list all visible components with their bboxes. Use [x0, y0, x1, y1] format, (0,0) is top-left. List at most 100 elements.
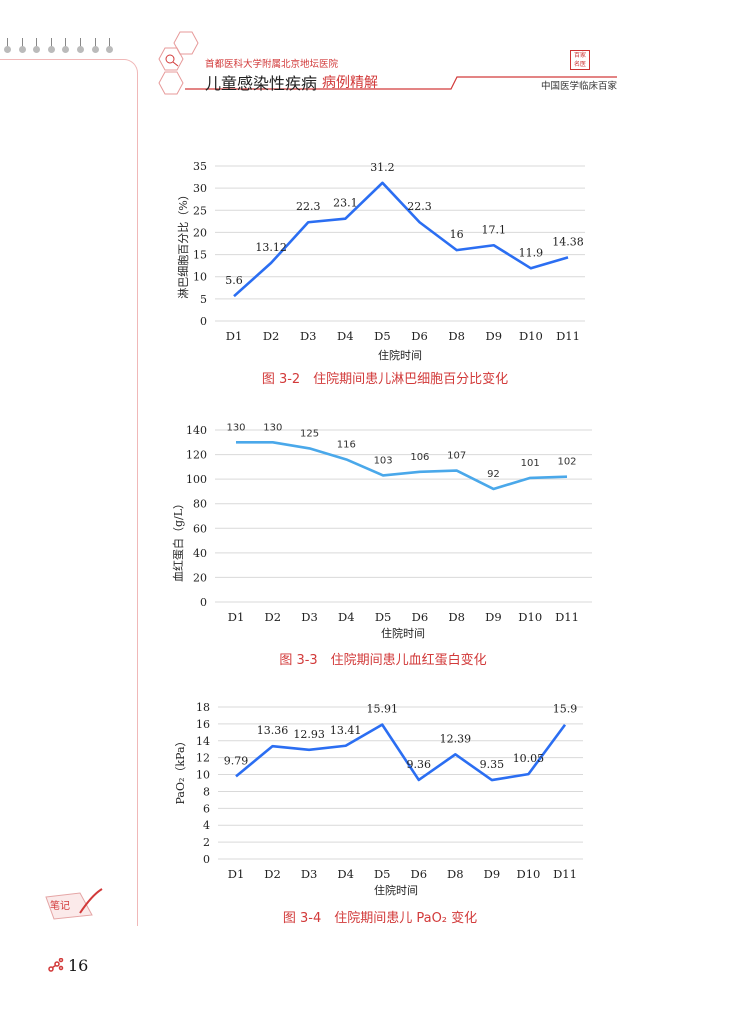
book-subtitle: 病例精解: [322, 75, 378, 91]
chart1-y-tick-label: 15: [193, 249, 207, 262]
series-name: 中国医学临床百家: [541, 81, 618, 92]
chart3-y-tick-label: 16: [196, 718, 210, 731]
chart2-x-tick-label: D1: [228, 610, 245, 624]
chart3-y-tick-label: 14: [196, 735, 210, 748]
chart2-data-label: 106: [410, 452, 429, 463]
chart3-y-tick-label: 2: [203, 836, 210, 849]
chart1-data-label: 23.1: [333, 197, 358, 210]
chart2-data-label: 130: [226, 422, 245, 433]
chart3-y-tick-label: 0: [203, 853, 210, 866]
chart3-series-line: [235, 723, 567, 782]
margin-frame: [0, 59, 138, 926]
chart3-x-tick-label: D4: [337, 867, 354, 881]
chart1-data-label: 14.38: [552, 235, 584, 248]
chart2-x-tick-label: D9: [485, 610, 502, 624]
chart2-y-tick-label: 140: [186, 424, 207, 437]
chart3-y-tick-label: 6: [203, 802, 210, 815]
chart3-data-label: 15.9: [553, 703, 578, 716]
chart2-y-tick-label: 100: [186, 473, 207, 486]
chart3-caption: 图 3-4 住院期间患儿 PaO₂ 变化: [282, 911, 478, 926]
chart3-data-label: 9.35: [480, 758, 505, 771]
chart3-x-tick-label: D6: [411, 867, 428, 881]
chart2-y-tick-label: 40: [193, 547, 207, 560]
chart1-x-tick-label: D9: [486, 329, 503, 343]
chart1-data-label: 5.6: [225, 274, 243, 287]
chart2-x-tick-label: D8: [448, 610, 465, 624]
page-number: 16: [68, 956, 89, 975]
chart3-y-tick-label: 12: [196, 752, 210, 765]
chart2-x-tick-label: D11: [555, 610, 579, 624]
molecule-icon: [48, 958, 64, 972]
chart1-x-tick-label: D5: [374, 329, 391, 343]
chart1-data-label: 11.9: [519, 246, 544, 259]
chart3-data-label: 13.36: [257, 724, 289, 737]
chart1-y-tick-label: 20: [193, 226, 207, 239]
chart2-y-tick-label: 20: [193, 571, 207, 584]
chart2-data-label: 92: [487, 469, 500, 480]
book-title: 儿童感染性疾病: [205, 74, 318, 93]
chart2-x-tick-label: D2: [265, 610, 282, 624]
chart1-data-label: 31.2: [370, 161, 395, 174]
chart2-data-label: 103: [374, 455, 393, 466]
chart3-data-label: 9.36: [407, 758, 432, 771]
chart3-y-axis-title: PaO₂（kPa）: [174, 735, 187, 805]
chart3-data-label: 15.91: [366, 703, 398, 716]
chart1-x-axis-title: 住院时间: [378, 349, 422, 362]
chart1-data-label: 22.3: [296, 200, 321, 213]
chart1-caption: 图 3-2 住院期间患儿淋巴细胞百分比变化: [261, 372, 509, 387]
notes-icon: [45, 888, 103, 920]
chart2-y-tick-label: 60: [193, 522, 207, 535]
chart3-x-axis-title: 住院时间: [374, 884, 418, 897]
chart2-y-tick-label: 120: [186, 449, 207, 462]
chart3-data-label: 9.79: [224, 754, 249, 767]
chart3-x-tick-label: D9: [484, 867, 501, 881]
chart1-y-tick-label: 10: [193, 271, 207, 284]
chart3-data-label: 13.41: [330, 724, 362, 737]
chart1-y-tick-label: 5: [200, 293, 207, 306]
chart2-data-label: 102: [557, 457, 576, 468]
hospital-name: 首都医科大学附属北京地坛医院: [205, 59, 339, 70]
chart1-x-tick-label: D3: [300, 329, 317, 343]
chart3-data-label: 12.39: [440, 732, 472, 745]
chart3-x-tick-label: D5: [374, 867, 391, 881]
chart3-y-tick-label: 4: [203, 819, 210, 832]
chart3-y-tick-label: 10: [196, 769, 210, 782]
chart1-x-tick-label: D6: [411, 329, 428, 343]
chart3-x-tick-label: D8: [447, 867, 464, 881]
chart2-x-tick-label: D5: [375, 610, 392, 624]
chart3-data-label: 12.93: [293, 728, 325, 741]
chart3-x-tick-label: D3: [301, 867, 318, 881]
chart1-x-tick-label: D10: [519, 329, 543, 343]
chart1-data-label: 17.1: [482, 223, 507, 236]
chart2-x-tick-label: D4: [338, 610, 355, 624]
chart3-x-tick-label: D1: [228, 867, 245, 881]
chart1-y-tick-label: 30: [193, 182, 207, 195]
chart1-x-tick-label: D11: [556, 329, 580, 343]
chart1-data-label: 22.3: [407, 200, 432, 213]
chart2-data-label: 130: [263, 422, 282, 433]
chart2-series-line: [236, 440, 568, 491]
chart1-x-tick-label: D4: [337, 329, 354, 343]
notebook-spiral: [4, 38, 114, 54]
chart2-data-label: 101: [521, 458, 540, 469]
chart3-x-tick-label: D11: [553, 867, 577, 881]
chart2-y-axis-title: 血红蛋白（g/L）: [172, 497, 185, 583]
chart1-series-line: [233, 181, 569, 298]
chart2-y-tick-label: 0: [200, 596, 207, 609]
chart1-y-axis-title: 淋巴细胞百分比（%）: [177, 189, 190, 299]
chart1-data-label: 13.12: [255, 241, 287, 254]
chart2-x-tick-label: D3: [301, 610, 318, 624]
chart2-data-label: 116: [337, 439, 356, 450]
chart3-x-tick-label: D10: [517, 867, 541, 881]
chart2-x-tick-label: D10: [518, 610, 542, 624]
chart1-y-tick-label: 0: [200, 315, 207, 328]
chart3-y-tick-label: 8: [203, 785, 210, 798]
hexagon-logo-icon: [158, 31, 199, 95]
chart3-y-tick-label: 18: [196, 701, 210, 714]
chart1-x-tick-label: D1: [226, 329, 243, 343]
chart2-x-tick-label: D6: [412, 610, 429, 624]
header-decoration: [158, 31, 617, 95]
chart1-y-tick-label: 35: [193, 160, 207, 173]
chart2-data-label: 125: [300, 428, 319, 439]
